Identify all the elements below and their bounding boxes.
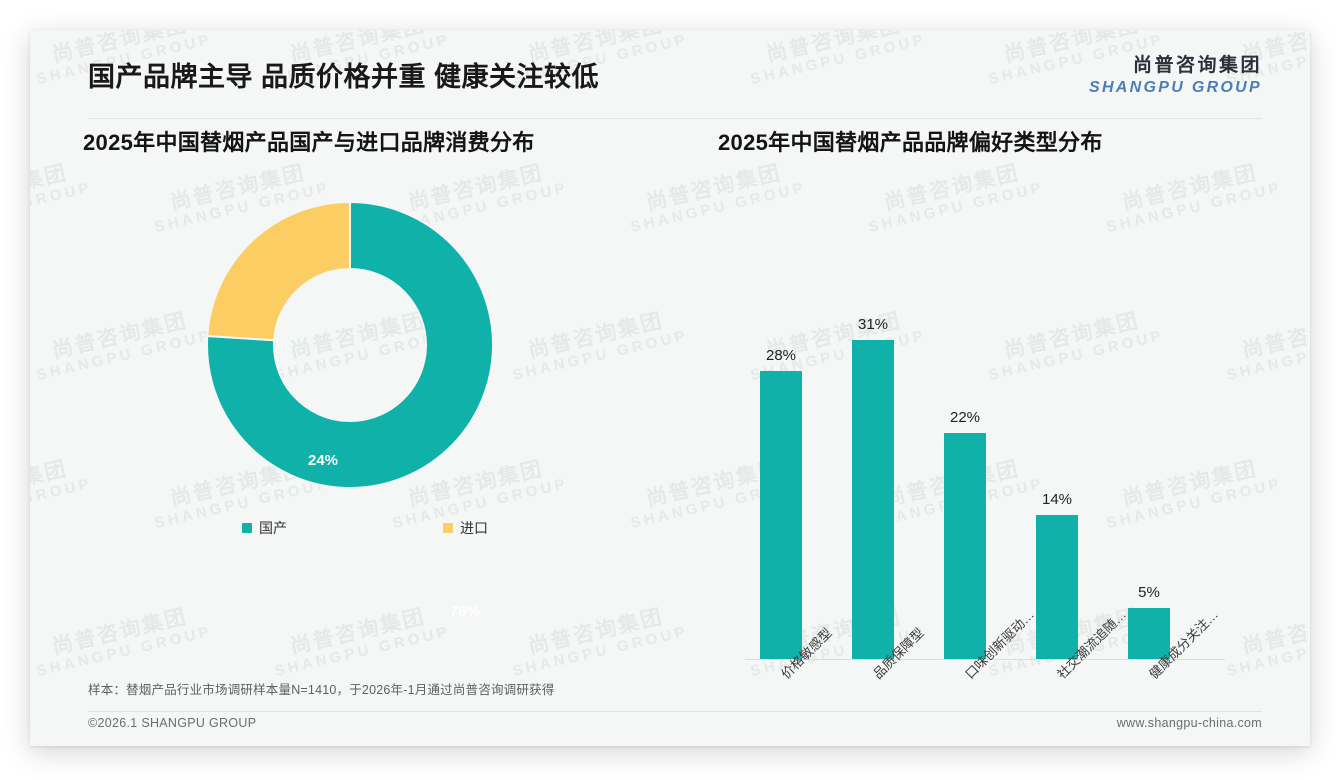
bar-chart-axis-line	[745, 659, 1225, 660]
logo-english-text: SHANGPU GROUP	[1088, 78, 1262, 96]
bar[interactable]	[852, 340, 894, 659]
website-link[interactable]: www.shangpu-china.com	[1116, 716, 1262, 730]
bar-value-label: 5%	[1138, 584, 1160, 601]
donut-chart-title: 2025年中国替烟产品国产与进口品牌消费分布	[83, 130, 535, 155]
donut-label-domestic: 76%	[450, 603, 481, 620]
slide-card: 尚普咨询集团 SHANGPU GROUP 尚普咨询集团 SHANGPU GROUP 尚普…	[30, 30, 1310, 746]
legend-label-domestic: 国产	[259, 520, 287, 536]
bar-chart-panel: 2025年中国替烟产品品牌偏好类型分布	[690, 125, 1290, 157]
slide-footer: ©2026.1 SHANGPU GROUP www.shangpu-china.…	[88, 716, 1262, 730]
header-divider	[88, 118, 1262, 119]
bar[interactable]	[1128, 608, 1170, 659]
legend-swatch-icon	[443, 523, 453, 533]
page-title: 国产品牌主导 品质价格并重 健康关注较低	[88, 62, 600, 92]
donut-chart-panel: 2025年中国替烟产品国产与进口品牌消费分布 76% 24% 国产 进	[50, 125, 690, 620]
brand-logo: 尚普咨询集团 SHANGPU GROUP	[1089, 54, 1262, 98]
legend-item-imported[interactable]: 进口	[443, 518, 488, 538]
logo-chinese-text: 尚普咨询集团	[1132, 55, 1262, 76]
legend-item-domestic[interactable]: 国产	[242, 518, 287, 538]
legend-swatch-icon	[242, 523, 252, 533]
sample-note: 样本：替烟产品行业市场调研样本量N=1410，于2026年-1月通过尚普咨询调研…	[88, 683, 555, 697]
bar-chart-title: 2025年中国替烟产品品牌偏好类型分布	[718, 130, 1103, 155]
donut-legend: 国产 进口	[200, 518, 530, 538]
bar-value-label: 22%	[949, 409, 981, 426]
donut-svg	[206, 200, 494, 489]
donut-chart-canvas	[50, 195, 690, 545]
donut-slice-imported[interactable]	[206, 200, 351, 342]
legend-label-imported: 进口	[460, 520, 488, 536]
bar-chart-canvas: 28% 价格敏感型 31% 品质保障型 22% 口味创新驱动… 14% 社交潮流追随… 5% 健康…	[745, 310, 1225, 682]
bar-value-label: 31%	[857, 316, 889, 333]
copyright-text: ©2026.1 SHANGPU GROUP	[88, 716, 257, 730]
slide-header: 国产品牌主导 品质价格并重 健康关注较低 尚普咨询集团 SHANGPU GROU…	[30, 30, 1310, 119]
footnote-region: 样本：替烟产品行业市场调研样本量N=1410，于2026年-1月通过尚普咨询调研…	[88, 670, 1262, 712]
bar[interactable]	[1036, 515, 1078, 659]
bar-value-label: 28%	[765, 347, 797, 364]
bar-value-label: 14%	[1041, 491, 1073, 508]
donut-label-imported: 24%	[308, 452, 339, 469]
bar[interactable]	[760, 371, 802, 659]
bar[interactable]	[944, 433, 986, 659]
charts-region: 2025年中国替烟产品国产与进口品牌消费分布 76% 24% 国产 进	[30, 125, 1310, 682]
donut-slice-domestic[interactable]	[206, 200, 494, 489]
